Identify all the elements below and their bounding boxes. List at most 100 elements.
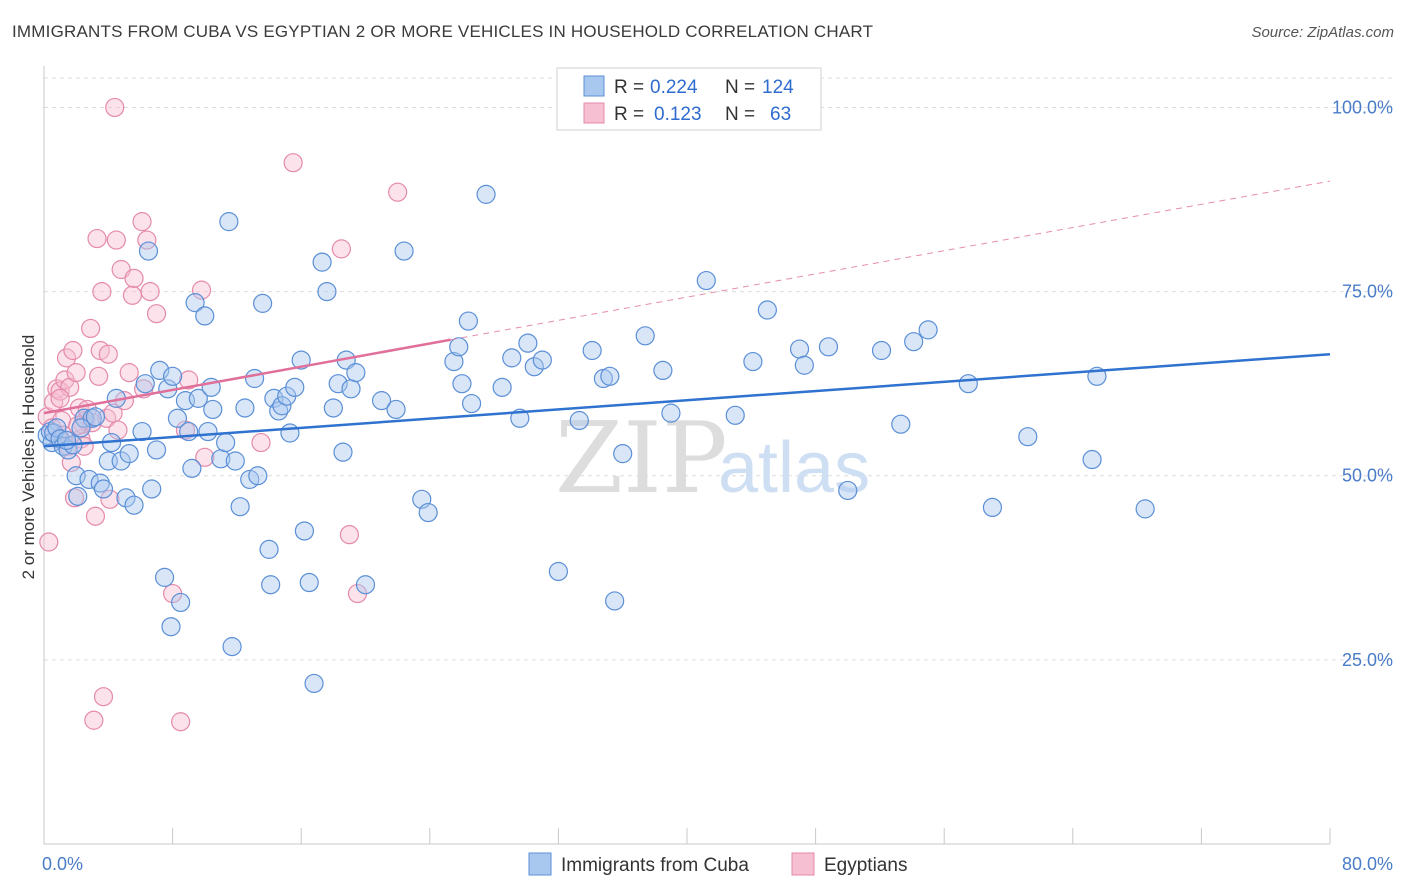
point-blue-81: [418, 502, 438, 523]
point-pink-41: [124, 268, 144, 288]
point-pink-52: [195, 447, 215, 467]
point-pink-45: [140, 281, 160, 302]
watermark-zip: ZIP: [555, 402, 728, 516]
point-blue-9: [66, 466, 86, 486]
point-pink-24: [84, 710, 104, 730]
point-blue-38: [182, 458, 202, 478]
point-pink-1: [39, 532, 59, 552]
point-blue-122: [56, 430, 77, 450]
point-blue-86: [461, 393, 482, 414]
trendline-blue: [43, 352, 1331, 448]
point-blue-93: [532, 350, 552, 370]
point-pink-54: [283, 153, 303, 173]
legend-n-value-pink: 63: [770, 104, 791, 125]
point-blue-25: [135, 374, 155, 394]
point-blue-89: [502, 348, 522, 368]
point-pink-5: [50, 381, 70, 401]
point-blue-65: [294, 521, 315, 541]
point-blue-111: [838, 480, 858, 501]
point-blue-92: [524, 357, 544, 377]
series-legend: Immigrants from Cuba Egyptians: [528, 852, 907, 876]
point-blue-100: [613, 444, 633, 464]
point-blue-44: [203, 399, 223, 420]
point-blue-21: [116, 488, 136, 508]
point-pink-59: [105, 97, 125, 118]
point-blue-40: [188, 388, 208, 408]
point-blue-105: [725, 405, 745, 425]
point-blue-113: [891, 414, 911, 434]
point-blue-95: [569, 410, 589, 431]
point-blue-54: [248, 466, 268, 486]
point-pink-51: [191, 280, 212, 300]
point-blue-15: [90, 473, 110, 493]
point-blue-22: [119, 444, 139, 464]
point-blue-110: [818, 337, 839, 357]
point-blue-70: [323, 398, 343, 418]
point-pink-30: [93, 687, 114, 707]
point-pink-42: [132, 212, 152, 232]
point-blue-63: [285, 377, 305, 397]
x-tick-label-1: 80.0%: [1342, 854, 1393, 874]
point-blue-14: [85, 407, 106, 427]
point-pink-53: [251, 432, 271, 453]
point-pink-61: [50, 388, 70, 408]
legend-r-label-blue: R =: [614, 77, 644, 98]
point-blue-27: [142, 479, 162, 499]
y-tick-label-3: 100.0%: [1332, 97, 1393, 117]
point-blue-104: [696, 270, 716, 291]
point-pink-14: [64, 488, 85, 508]
trend-layer: [43, 180, 1331, 448]
point-pink-13: [63, 340, 83, 361]
point-blue-88: [492, 377, 512, 397]
point-blue-77: [371, 391, 392, 411]
point-blue-49: [225, 451, 245, 471]
point-blue-57: [261, 575, 281, 595]
point-blue-10: [68, 486, 88, 506]
watermark: ZIP atlas: [555, 402, 870, 516]
point-blue-102: [653, 360, 673, 381]
point-blue-82: [444, 351, 464, 372]
point-pink-22: [81, 318, 101, 339]
point-blue-46: [216, 432, 236, 453]
point-blue-87: [476, 184, 496, 204]
point-blue-76: [355, 575, 376, 595]
point-pink-25: [85, 506, 106, 526]
point-blue-55: [253, 293, 273, 313]
legend-r-label-pink: R =: [614, 104, 644, 125]
point-blue-84: [452, 374, 472, 394]
point-blue-106: [743, 351, 763, 372]
point-blue-114: [904, 332, 924, 352]
point-blue-71: [328, 374, 348, 394]
point-blue-20: [111, 451, 131, 471]
point-blue-118: [1018, 427, 1038, 447]
legend-n-value-blue: 124: [762, 77, 794, 98]
stats-legend: R = 0.224 N = 124 R = 0.123 N = 63: [556, 67, 822, 131]
point-blue-119: [1082, 449, 1102, 470]
point-blue-103: [661, 403, 681, 423]
point-blue-75: [346, 363, 366, 383]
y-axis-label: 2 or more Vehicles in Household: [19, 335, 38, 580]
point-blue-42: [198, 421, 218, 442]
point-pink-26: [87, 228, 107, 249]
point-blue-23: [124, 495, 144, 515]
point-blue-90: [510, 408, 530, 428]
axes-layer: 25.0% 50.0% 75.0% 100.0% 0.0% 80.0%: [42, 66, 1393, 874]
point-blue-28: [146, 440, 167, 460]
point-pink-58: [388, 182, 408, 202]
x-tick-label-0: 0.0%: [42, 854, 83, 874]
point-pink-27: [89, 366, 109, 386]
point-blue-109: [794, 355, 814, 375]
point-blue-47: [219, 212, 239, 232]
point-blue-41: [195, 306, 215, 326]
point-blue-94: [548, 561, 569, 582]
points-cuba: [37, 184, 1155, 694]
point-blue-107: [757, 300, 777, 320]
points-egyptians: [37, 97, 408, 732]
point-blue-56: [259, 539, 279, 559]
chart-source: Source: ZipAtlas.com: [1251, 24, 1394, 41]
point-blue-26: [138, 241, 159, 261]
chart-title: IMMIGRANTS FROM CUBA VS EGYPTIAN 2 OR MO…: [12, 22, 874, 41]
series-legend-swatch-cuba: [528, 852, 552, 876]
point-blue-74: [341, 379, 361, 399]
